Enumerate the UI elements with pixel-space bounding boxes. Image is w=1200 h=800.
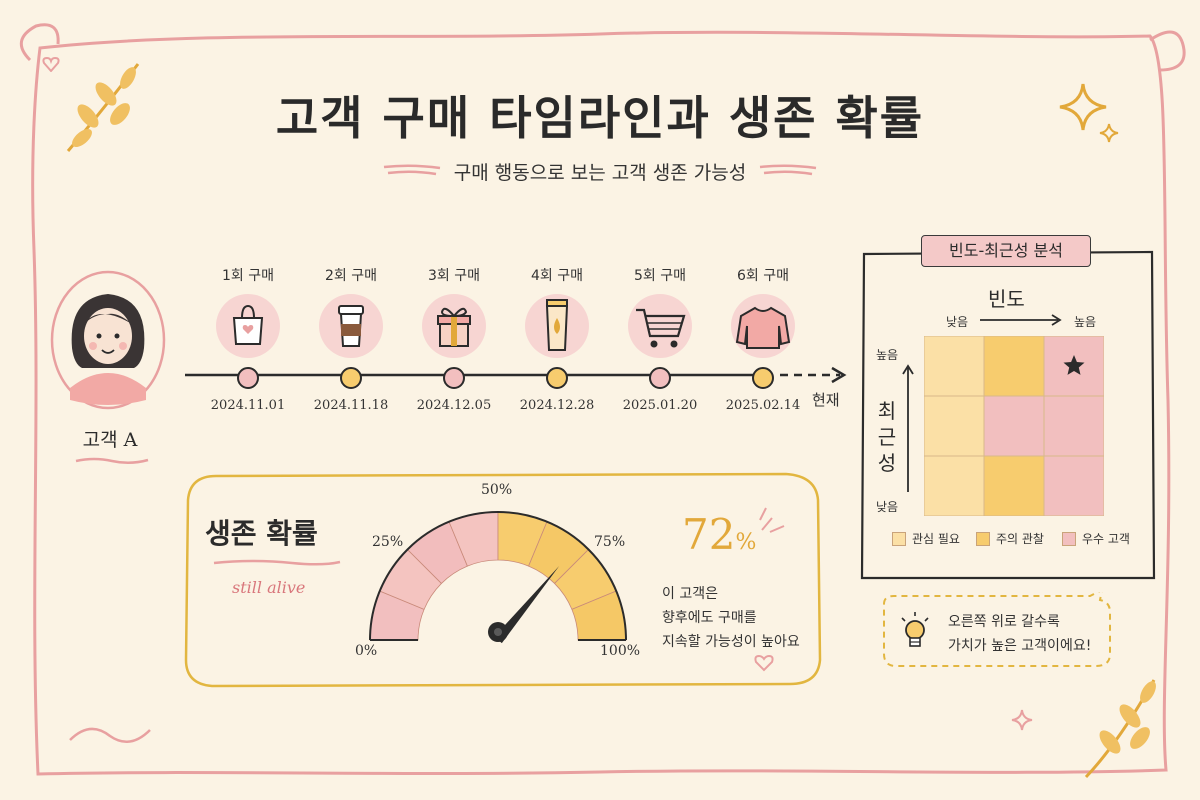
frequency-axis-title: 빈도 xyxy=(988,287,1025,311)
survival-panel xyxy=(184,472,822,688)
step-label: 3회 구매 xyxy=(428,268,480,284)
gauge-tick-label: 100% xyxy=(600,643,641,659)
sparkle-lines-icon xyxy=(759,507,785,533)
survival-value: 72 xyxy=(682,510,736,559)
legend-label: 관심 필요 xyxy=(912,532,960,546)
legend-item: 우수 고객 xyxy=(1062,530,1130,547)
matrix-cell xyxy=(983,455,1045,516)
page-title: 고객 구매 타임라인과 생존 확률 xyxy=(275,91,925,145)
gauge-needle xyxy=(494,566,560,644)
matrix-cell xyxy=(1043,395,1104,457)
survival-percentage: 72% xyxy=(682,510,756,559)
heart-icon xyxy=(754,654,774,672)
timeline-dot xyxy=(546,367,568,389)
tip-text: 오른쪽 위로 갈수록 가치가 높은 고객이에요! xyxy=(948,610,1091,658)
gauge-tick-label: 25% xyxy=(372,534,404,550)
sparkle-icon xyxy=(1059,83,1107,131)
survival-description: 이 고객은 향후에도 구매를 지속할 가능성이 높아요 xyxy=(662,582,800,654)
legend-label: 주의 관찰 xyxy=(996,532,1044,546)
still-alive-tagline: still alive xyxy=(232,578,306,597)
legend-label: 우수 고객 xyxy=(1082,532,1130,546)
y-axis-arrow xyxy=(902,364,914,492)
star-icon xyxy=(1063,355,1085,375)
gauge-tick-label: 50% xyxy=(481,482,513,498)
leaf-branch-icon xyxy=(1084,679,1156,779)
cream-tube-icon xyxy=(545,299,569,351)
step-date: 2024.12.05 xyxy=(416,398,492,413)
matrix-cell xyxy=(924,336,985,397)
timeline-dot xyxy=(237,367,259,389)
avatar xyxy=(50,270,166,410)
survival-gauge xyxy=(369,511,627,644)
matrix-tag: 빈도-최근성 분석 xyxy=(921,235,1091,267)
timeline-dot xyxy=(752,367,774,389)
coffee-cup-icon xyxy=(338,305,364,347)
survival-title: 생존 확률 xyxy=(205,517,318,550)
description-line: 지속할 가능성이 높아요 xyxy=(662,634,800,650)
customer-name: 고객 A xyxy=(82,429,138,451)
lightbulb-icon xyxy=(901,612,929,647)
gauge-tick-label: 75% xyxy=(594,534,626,550)
underline-decoration xyxy=(213,559,341,566)
step-label: 2회 구매 xyxy=(325,268,377,284)
timeline-dot xyxy=(443,367,465,389)
underline-decoration xyxy=(383,164,441,176)
now-label: 현재 xyxy=(812,391,840,409)
x-axis-arrow xyxy=(980,314,1062,326)
shopping-bag-icon xyxy=(232,304,264,345)
sweater-icon xyxy=(735,306,791,349)
step-date: 2024.11.01 xyxy=(210,398,286,413)
x-low-label: 낮음 xyxy=(946,315,969,329)
legend-item: 관심 필요 xyxy=(892,530,960,547)
y-high-label: 높음 xyxy=(876,348,899,362)
step-label: 6회 구매 xyxy=(737,268,789,284)
underline-decoration xyxy=(75,457,149,464)
description-line: 향후에도 구매를 xyxy=(662,610,757,626)
matrix-cell xyxy=(924,455,985,516)
small-sparkle-icon xyxy=(1099,123,1119,143)
matrix-cell xyxy=(1043,455,1104,516)
survival-unit: % xyxy=(735,530,757,555)
step-date: 2024.11.18 xyxy=(313,398,389,413)
heart-icon xyxy=(42,56,60,72)
step-date: 2024.12.28 xyxy=(519,398,595,413)
matrix-cell xyxy=(983,336,1045,397)
timeline-line xyxy=(185,366,847,384)
timeline-dot xyxy=(649,367,671,389)
description-line: 이 고객은 xyxy=(662,586,718,602)
leaf-branch-icon xyxy=(66,63,140,152)
matrix-cell xyxy=(924,395,985,457)
underline-decoration xyxy=(759,164,817,176)
matrix-cell xyxy=(983,395,1045,457)
step-label: 5회 구매 xyxy=(634,268,686,284)
gauge-outline xyxy=(369,511,627,641)
tip-line: 오른쪽 위로 갈수록 xyxy=(948,614,1060,630)
small-sparkle-icon xyxy=(1011,709,1033,731)
timeline-dot xyxy=(340,367,362,389)
tip-bubble xyxy=(883,592,1111,667)
tip-line: 가치가 높은 고객이에요! xyxy=(948,638,1092,654)
step-date: 2025.02.14 xyxy=(725,398,801,413)
step-label: 1회 구매 xyxy=(222,268,274,284)
legend-item: 주의 관찰 xyxy=(976,530,1044,547)
step-date: 2025.01.20 xyxy=(622,398,698,413)
gauge-hub-center xyxy=(494,628,502,636)
gift-box-icon xyxy=(437,307,471,347)
recency-axis-title: 최근성 xyxy=(877,399,897,475)
step-label: 4회 구매 xyxy=(531,268,583,284)
page-subtitle: 구매 행동으로 보는 고객 생존 가능성 xyxy=(453,162,747,184)
frequency-recency-matrix xyxy=(924,336,1104,516)
gauge-tick-label: 0% xyxy=(355,643,378,659)
shopping-cart-icon xyxy=(636,308,686,348)
y-low-label: 낮음 xyxy=(876,500,899,514)
x-high-label: 높음 xyxy=(1074,315,1097,329)
